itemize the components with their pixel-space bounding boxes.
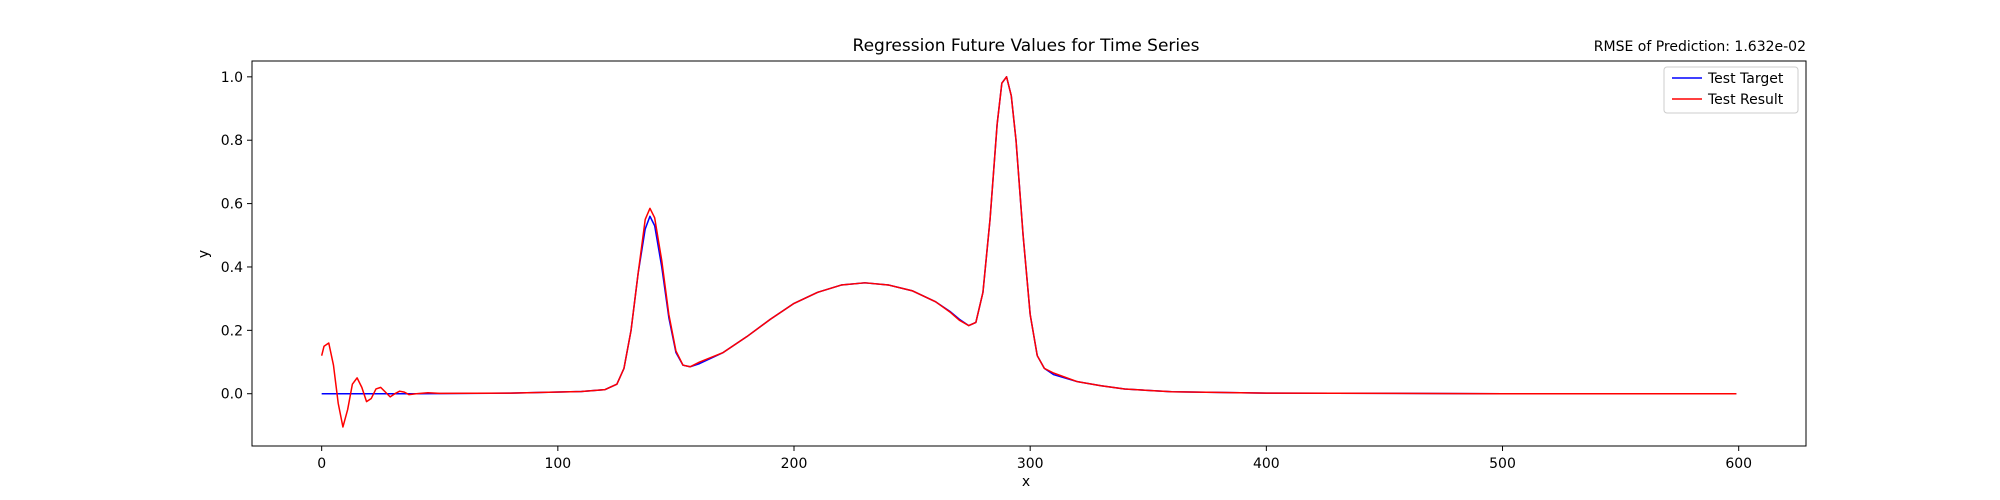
legend-label-test-result: Test Result (1707, 92, 1784, 108)
y-tick-label: 0.4 (221, 260, 243, 276)
series-layer (320, 76, 1737, 428)
y-axis: 0.0 0.2 0.4 0.6 0.8 1.0 (221, 70, 252, 403)
x-tick-label: 400 (1253, 456, 1280, 472)
plot-frame (251, 60, 1807, 447)
y-tick-label: 1.0 (221, 70, 243, 86)
series-line-test-result (320, 76, 1737, 428)
y-tick-label: 0.6 (221, 197, 243, 213)
x-tick-label: 300 (1017, 456, 1044, 472)
x-axis-label: x (1022, 474, 1030, 490)
plot-area (251, 60, 1807, 447)
x-tick-label: 100 (544, 456, 571, 472)
x-tick-label: 500 (1489, 456, 1516, 472)
y-tick-label: 0.2 (221, 323, 243, 339)
chart-subtitle: RMSE of Prediction: 1.632e-02 (1594, 39, 1806, 55)
y-axis-label: y (196, 250, 212, 258)
y-tick-label: 0.8 (221, 133, 243, 149)
x-tick-label: 600 (1725, 456, 1752, 472)
legend-label-test-target: Test Target (1707, 71, 1784, 87)
x-tick-label: 0 (317, 456, 326, 472)
y-tick-label: 0.0 (221, 387, 243, 403)
legend: Test Target Test Result (1663, 66, 1799, 114)
x-axis: 0 100 200 300 400 500 600 (317, 446, 1752, 472)
chart-title: Regression Future Values for Time Series (853, 36, 1200, 56)
x-tick-label: 200 (781, 456, 808, 472)
